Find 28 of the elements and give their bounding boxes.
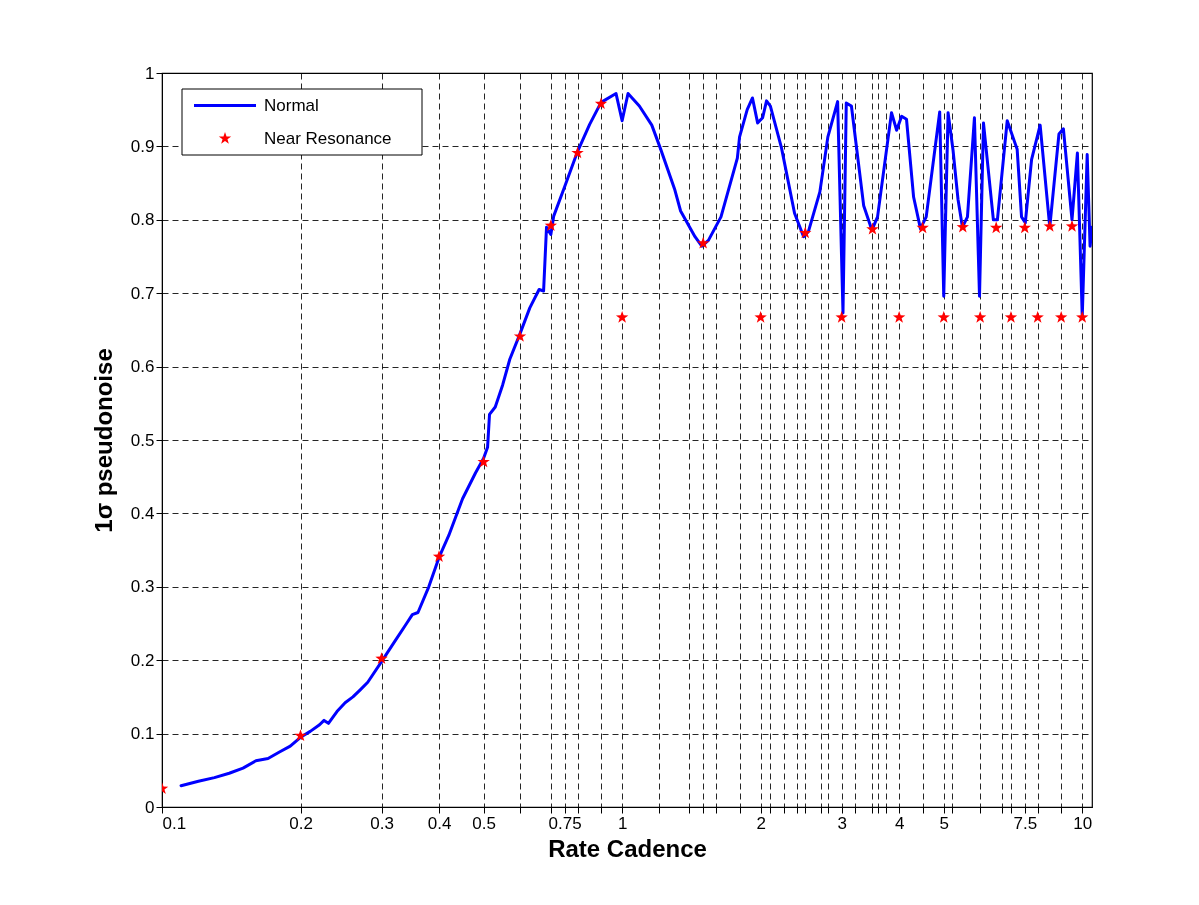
x-tick-label: 5 [939,813,949,833]
y-tick-label: 0.4 [130,503,155,523]
x-tick-label: 0.2 [289,813,313,833]
y-tick-label: 0.6 [130,357,155,377]
y-tick-label: 0.8 [130,210,155,230]
y-tick-label: 1 [145,63,155,83]
y-tick-label: 0.2 [130,650,155,670]
x-tick-label: 4 [894,813,905,833]
legend-label: Normal [264,95,319,115]
y-tick-label: 0.1 [130,724,155,744]
x-tick-label: 0.75 [548,813,582,833]
x-tick-label: 10 [1073,813,1093,833]
x-tick-label: 7.5 [1013,813,1038,833]
y-axis-title: 1σ pseudonoise [89,348,117,533]
y-tick-label: 0.9 [130,136,155,156]
legend-label: Near Resonance [264,128,392,148]
y-tick-label: 0.5 [130,430,155,450]
x-tick-label: 0.4 [427,813,452,833]
y-tick-label: 0.3 [130,577,155,597]
y-tick-label: 0.7 [130,283,155,303]
x-tick-label: 0.1 [162,813,187,833]
x-tick-label: 2 [756,813,766,833]
x-tick-label: 3 [837,813,847,833]
x-tick-label: 0.5 [472,813,496,833]
y-tick-label: 0 [145,797,155,817]
x-tick-label: 0.3 [370,813,394,833]
x-axis-title: Rate Cadence [548,834,707,862]
x-tick-label: 1 [617,813,628,833]
